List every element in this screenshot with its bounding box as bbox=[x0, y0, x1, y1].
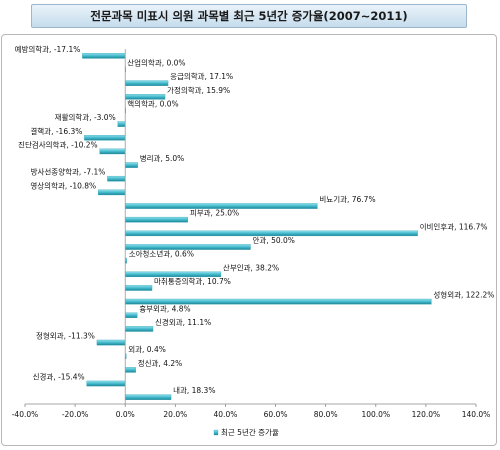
x-tick-label: 20.0% bbox=[163, 410, 187, 419]
x-tick-label: -20.0% bbox=[62, 410, 89, 419]
chart-area: 예방의학과, -17.1% 산업의학과, 0.0% 응급의학과, 17.1% 가정의학… bbox=[1, 34, 497, 446]
data-label: 소아청소년과, 0.6% bbox=[129, 249, 194, 259]
data-label: 이비인후과, 116.7% bbox=[420, 221, 488, 231]
data-label: 산업의학과, 0.0% bbox=[127, 57, 185, 67]
x-tick-label: 120.0% bbox=[412, 410, 441, 419]
x-tick-label: 0.0% bbox=[116, 410, 135, 419]
bar-진단검사의학과 bbox=[99, 148, 126, 155]
x-tick-label: 100.0% bbox=[361, 410, 390, 419]
data-label: 정형외과, -11.3% bbox=[36, 331, 95, 341]
data-label: 안과, 50.0% bbox=[253, 235, 295, 245]
chart-title: 전문과목 미표시 의원 과목별 최근 5년간 증가율(2007~2011) bbox=[31, 4, 467, 28]
data-label: 피부과, 25.0% bbox=[190, 209, 239, 218]
bar-chart: 예방의학과, -17.1% 산업의학과, 0.0% 응급의학과, 17.1% 가정의학… bbox=[12, 44, 495, 437]
x-tick-label: 40.0% bbox=[214, 410, 238, 419]
data-label: 재활의학과, -3.0% bbox=[55, 112, 116, 122]
bar-응급의학과 bbox=[125, 80, 169, 86]
data-label: 가정의학과, 15.9% bbox=[167, 85, 230, 95]
x-tick-label: 140.0% bbox=[462, 410, 491, 419]
data-label: 외과, 0.4% bbox=[128, 344, 166, 354]
bar-재활의학과 bbox=[117, 121, 126, 127]
data-label: 산부인과, 38.2% bbox=[223, 262, 279, 272]
data-label: 결핵과, -16.3% bbox=[30, 126, 82, 136]
x-tick-label: 80.0% bbox=[314, 410, 338, 419]
data-label: 정신과, 4.2% bbox=[138, 358, 183, 368]
data-label: 응급의학과, 17.1% bbox=[170, 71, 233, 81]
bar-내과 bbox=[125, 394, 172, 400]
bar-마취통증의학과 bbox=[125, 285, 153, 291]
bar-정형외과 bbox=[96, 339, 126, 346]
data-label: 진단검사의학과, -10.2% bbox=[18, 139, 98, 149]
bar-방사선종양학과 bbox=[107, 175, 126, 182]
data-label: 방사선종양학과, -7.1% bbox=[31, 167, 106, 177]
data-label: 흉부외과, 4.8% bbox=[139, 303, 190, 313]
data-label: 핵의학과, 0.0% bbox=[127, 98, 178, 108]
bar-정신과 bbox=[125, 367, 136, 373]
legend-swatch bbox=[213, 429, 219, 436]
data-label: 신경외과, 11.1% bbox=[155, 317, 211, 327]
bar-병리과 bbox=[125, 162, 138, 168]
bar-신경과 bbox=[86, 380, 126, 387]
x-tick-label: 60.0% bbox=[264, 410, 288, 419]
bar-흉부외과 bbox=[125, 312, 138, 318]
data-label: 신경과, -15.4% bbox=[33, 372, 85, 382]
x-tick-label: -40.0% bbox=[12, 410, 39, 419]
data-label: 비뇨기과, 76.7% bbox=[319, 195, 375, 204]
data-label: 마취통증의학과, 10.7% bbox=[154, 276, 231, 286]
data-label: 영상의학과, -10.8% bbox=[30, 180, 96, 190]
bar-영상의학과 bbox=[98, 189, 126, 196]
data-label: 병리과, 5.0% bbox=[140, 154, 185, 163]
legend-label: 최근 5년간 증가율 bbox=[221, 427, 279, 437]
bar-예방의학과 bbox=[82, 53, 126, 59]
data-label: 내과, 18.3% bbox=[173, 386, 215, 395]
data-label: 예방의학과, -17.1% bbox=[15, 44, 81, 54]
bar-신경외과 bbox=[125, 326, 154, 332]
data-label: 성형외과, 122.2% bbox=[433, 290, 494, 300]
bar-피부과 bbox=[125, 216, 189, 223]
